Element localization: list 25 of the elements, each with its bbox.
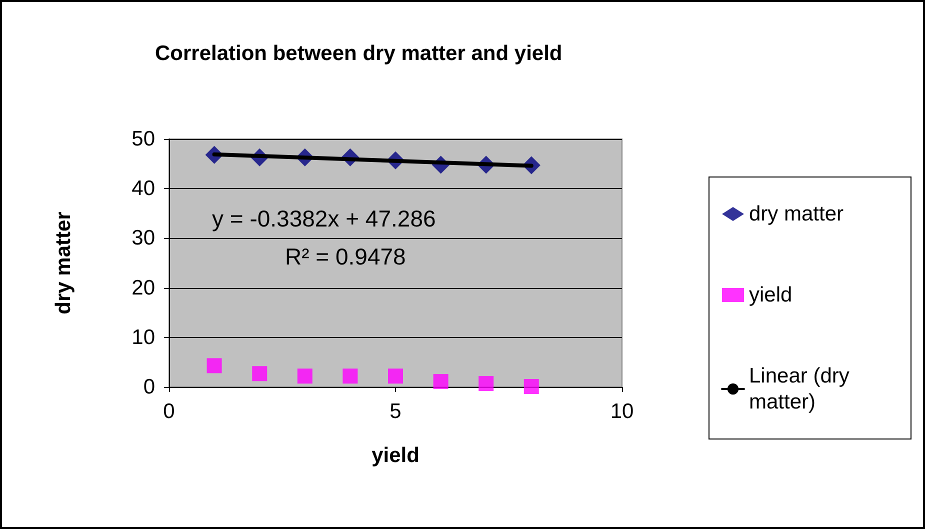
annotation: y = -0.3382x + 47.286 (212, 206, 436, 232)
point (524, 379, 539, 394)
y-tick-label: 20 (132, 276, 155, 300)
legend-label: Linear (dry matter) (749, 364, 856, 414)
point (342, 368, 358, 384)
x-tick-label: 5 (390, 400, 402, 423)
point (478, 376, 494, 392)
point (252, 366, 268, 382)
y-tick-label: 10 (132, 326, 155, 349)
y-tick-label: 40 (132, 177, 155, 200)
point (388, 368, 403, 384)
point (206, 358, 222, 374)
y-axis-title: dry matter (52, 212, 75, 314)
legend-label: yield (749, 284, 792, 306)
x-tick-label: 10 (610, 400, 634, 423)
x-axis-title: yield (372, 444, 420, 467)
y-tick-label: 0 (143, 376, 155, 398)
x-tick-label: 0 (163, 400, 175, 423)
point (297, 368, 312, 384)
chart-title: Correlation between dry matter and yield (155, 42, 562, 65)
legend-label: dry matter (749, 202, 844, 226)
point (433, 374, 448, 390)
y-tick-label: 50 (132, 128, 155, 150)
annotation: R² = 0.9478 (285, 244, 406, 270)
y-tick-label: 30 (132, 226, 155, 250)
